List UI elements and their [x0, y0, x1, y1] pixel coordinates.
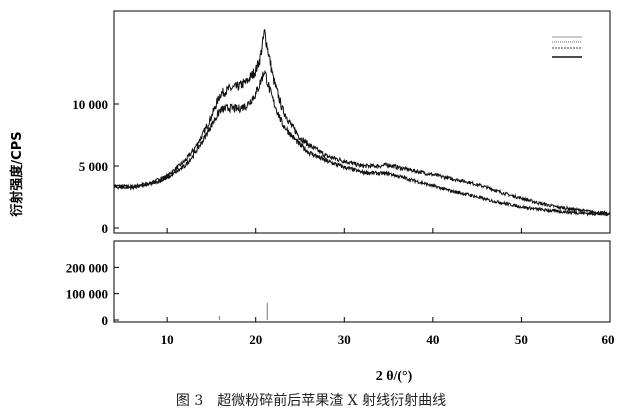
x-tick-label: 10 [161, 332, 174, 347]
main-y-tick-label: 10 000 [72, 97, 108, 112]
reference-y-tick-label: 0 [102, 313, 109, 328]
x-axis: 10 20 30 40 50 60 [161, 228, 615, 347]
diffraction-curve-2 [113, 69, 611, 217]
y-axis-label: 衍射强度/CPS [9, 131, 25, 217]
main-y-axis: 0 5 000 10 000 [72, 97, 119, 236]
legend [552, 36, 582, 58]
reference-y-tick-label: 100 000 [66, 287, 108, 302]
main-y-tick-label: 0 [102, 221, 109, 236]
x-tick-label: 20 [249, 332, 262, 347]
diffraction-curve-1 [113, 29, 611, 216]
main-plot-frame [113, 10, 611, 234]
figure-caption: 图 3 超微粉碎前后苹果渣 X 射线衍射曲线 [175, 393, 447, 409]
main-y-tick-label: 5 000 [79, 159, 108, 174]
x-tick-label: 50 [515, 332, 528, 347]
reference-plot-frame [113, 240, 611, 323]
x-tick-label: 60 [602, 332, 615, 347]
reference-bars-group [218, 302, 268, 320]
reference-y-tick-label: 200 000 [66, 260, 108, 275]
reference-y-axis: 0 100 000 200 000 [66, 260, 119, 328]
x-tick-label: 30 [338, 332, 351, 347]
x-tick-label: 40 [426, 332, 439, 347]
main-series-group [113, 29, 611, 217]
x-axis-label: 2 θ/(°) [376, 369, 413, 384]
